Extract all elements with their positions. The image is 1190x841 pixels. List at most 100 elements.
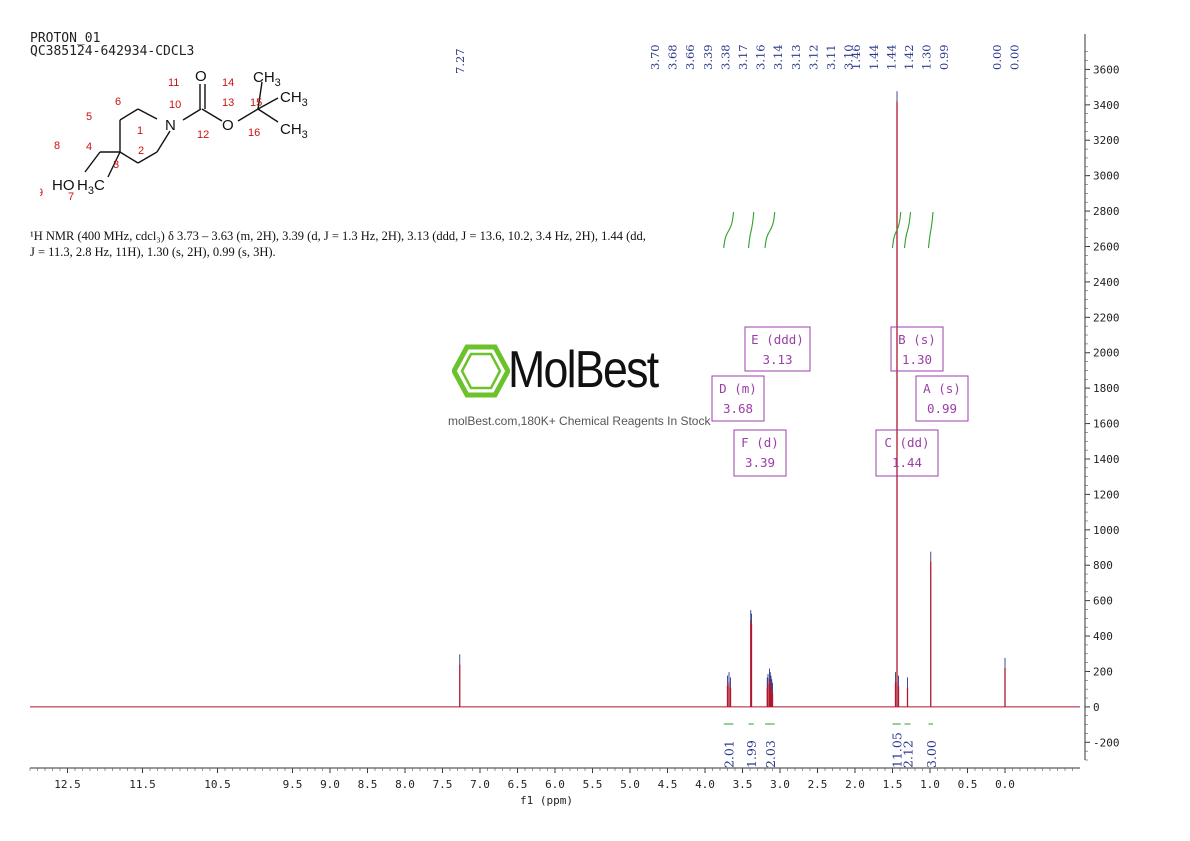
integral-curve (723, 211, 735, 249)
multiplet-label: D (m) (719, 381, 757, 396)
atom-ch3-mid: CH3 (280, 89, 308, 109)
atom-ch3-bot: CH3 (280, 121, 308, 141)
multiplet-shift: 1.44 (892, 455, 922, 470)
x-tick-label: 1.5 (883, 778, 903, 791)
atom-number-12: 12 (197, 129, 209, 141)
x-tick-label: 11.5 (129, 778, 156, 791)
x-tick-label: 1.0 (920, 778, 940, 791)
integral-value: 1.99 (744, 740, 759, 768)
atom-number-11: 11 (168, 77, 179, 89)
integral-curve (927, 211, 934, 249)
y-tick-label: 2400 (1093, 276, 1120, 289)
multiplet-label: E (ddd) (751, 332, 804, 347)
multiplet-label: C (dd) (884, 435, 929, 450)
integral-curve (903, 211, 912, 249)
atom-number-2: 2 (138, 145, 144, 157)
multiplet-shift: 1.30 (902, 352, 932, 367)
peak-label: 0.00 (1007, 44, 1021, 70)
integral-value: 3.00 (924, 740, 939, 768)
peak-label: 3.66 (683, 44, 697, 70)
peak-label: 3.39 (701, 44, 715, 70)
molbest-logo-icon (452, 344, 510, 398)
nmr-description: ¹H NMR (400 MHz, cdcl₃) δ 3.73 – 3.63 (m… (30, 229, 646, 259)
atom-h3c: H3C (77, 177, 105, 197)
x-tick-label: 5.0 (620, 778, 640, 791)
spectrum-title: PROTON_01 (30, 31, 101, 46)
integral-value: 11.05 (890, 732, 905, 768)
x-tick-label: 2.0 (845, 778, 865, 791)
y-tick-label: 400 (1093, 630, 1113, 643)
multiplet-shift: 0.99 (927, 401, 957, 416)
y-tick-label: 1800 (1093, 382, 1120, 395)
integral-curve (747, 211, 755, 249)
peak-label: 3.14 (771, 44, 785, 70)
x-tick-label: 7.5 (433, 778, 453, 791)
y-tick-label: 800 (1093, 559, 1113, 572)
atom-number-5: 5 (86, 111, 92, 123)
multiplet-box-C (875, 429, 939, 477)
multiplet-label: A (s) (923, 381, 961, 396)
atom-number-9: 9 (40, 187, 43, 199)
x-tick-label: 6.5 (508, 778, 528, 791)
y-tick-label: 2200 (1093, 311, 1120, 324)
solvent-peak-label: 7.27 (453, 48, 467, 74)
y-tick-label: 1400 (1093, 453, 1120, 466)
y-tick-label: 2800 (1093, 205, 1120, 218)
atom-ho: HO (52, 177, 75, 194)
x-tick-label: 5.5 (583, 778, 603, 791)
x-tick-label: 3.0 (770, 778, 790, 791)
atom-number-6: 6 (115, 96, 121, 108)
peak-label: 3.12 (806, 44, 820, 70)
y-tick-label: 3200 (1093, 134, 1120, 147)
x-tick-label: 8.0 (395, 778, 415, 791)
peak-label: 1.44 (867, 44, 881, 70)
x-tick-label: 12.5 (54, 778, 81, 791)
y-tick-label: 2600 (1093, 240, 1120, 253)
atom-ch3-top: CH3 (253, 69, 281, 89)
multiplet-box-A (915, 375, 969, 422)
atom-number-1: 1 (137, 125, 143, 137)
multiplet-label: B (s) (898, 332, 936, 347)
multiplet-box-B (890, 326, 944, 372)
x-tick-label: 3.5 (733, 778, 753, 791)
multiplet-shift: 3.68 (723, 401, 753, 416)
y-tick-label: 3600 (1093, 63, 1120, 76)
atom-o-ester: O (222, 117, 234, 134)
y-tick-label: 1000 (1093, 524, 1120, 537)
multiplet-box-F (733, 429, 787, 477)
x-tick-label: 0.0 (995, 778, 1015, 791)
atom-number-14: 14 (222, 77, 234, 89)
y-tick-label: 1200 (1093, 488, 1120, 501)
watermark-logo: MolBest (508, 341, 659, 399)
x-tick-label: 9.0 (320, 778, 340, 791)
atom-number-4: 4 (86, 141, 92, 153)
multiplet-shift: 3.13 (762, 352, 792, 367)
multiplet-label: F (d) (741, 435, 779, 450)
x-axis-label: f1 (ppm) (520, 794, 573, 807)
x-tick-label: 8.5 (358, 778, 378, 791)
y-tick-label: 1600 (1093, 418, 1120, 431)
peak-label: 3.70 (648, 44, 662, 70)
peak-label: 1.46 (849, 44, 863, 70)
x-tick-label: 7.0 (470, 778, 490, 791)
atom-number-10: 10 (169, 99, 181, 111)
atom-n: N (165, 117, 176, 134)
y-tick-label: 2000 (1093, 347, 1120, 360)
peak-label: 1.44 (884, 44, 898, 70)
multiplet-box-E (744, 326, 811, 372)
x-tick-label: 4.5 (658, 778, 678, 791)
atom-o-carbonyl: O (195, 68, 207, 85)
integral-value: 2.03 (763, 740, 778, 768)
peak-label: 3.10 (842, 44, 856, 70)
x-tick-label: 6.0 (545, 778, 565, 791)
y-tick-label: 3000 (1093, 170, 1120, 183)
atom-number-7: 7 (68, 191, 74, 203)
spectrum-sample-id: QC385124-642934-CDCL3 (30, 44, 195, 59)
peak-label: 1.42 (902, 44, 916, 70)
peak-label: 0.99 (937, 44, 951, 70)
y-tick-label: 200 (1093, 665, 1113, 678)
peak-label: 3.68 (666, 44, 680, 70)
x-tick-label: 4.0 (695, 778, 715, 791)
x-tick-label: 2.5 (808, 778, 828, 791)
